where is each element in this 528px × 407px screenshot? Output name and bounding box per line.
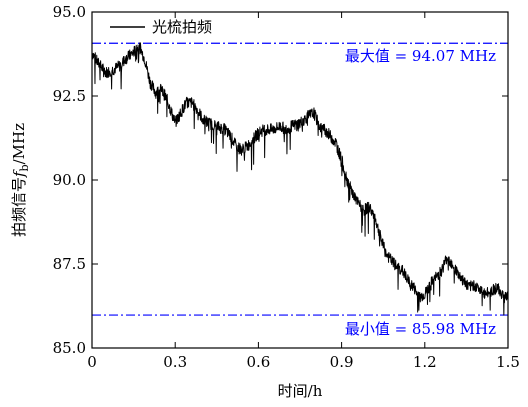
- x-tick-label: 1.5: [496, 353, 520, 371]
- series-line: [91, 42, 509, 316]
- x-tick-label: 0.3: [163, 353, 187, 371]
- y-axis-title-text: 拍频信号: [10, 177, 28, 237]
- y-axis-title-subscript: b: [18, 164, 31, 171]
- tick-layer: 0 0.3 0.6 0.9 1.2 1.5 85.0 87.5 90.0 92.5 95.0: [53, 3, 520, 371]
- y-tick-label: 87.5: [53, 255, 86, 273]
- x-tick-label: 0.6: [246, 353, 270, 371]
- series-layer: [91, 42, 509, 316]
- legend-label: 光梳拍频: [152, 18, 212, 36]
- y-axis-title: 拍频信号fb/MHz: [10, 123, 31, 237]
- reference-lines: 最大值 = 94.07 MHz 最小值 = 85.98 MHz: [92, 42, 508, 338]
- y-axis-title-symbol: f: [10, 169, 28, 178]
- y-tick-label: 90.0: [53, 171, 86, 189]
- legend: 光梳拍频: [110, 18, 212, 36]
- x-axis-title: 时间/h: [278, 382, 323, 400]
- reference-label: 最大值 = 94.07 MHz: [345, 47, 496, 65]
- x-tick-label: 0.9: [330, 353, 354, 371]
- y-axis-title-unit: /MHz: [10, 123, 28, 164]
- y-tick-label: 85.0: [53, 339, 86, 357]
- y-tick-label: 92.5: [53, 87, 86, 105]
- x-tick-label: 0: [87, 353, 97, 371]
- y-tick-label: 95.0: [53, 3, 86, 21]
- reference-label: 最小值 = 85.98 MHz: [345, 320, 496, 338]
- x-tick-label: 1.2: [413, 353, 437, 371]
